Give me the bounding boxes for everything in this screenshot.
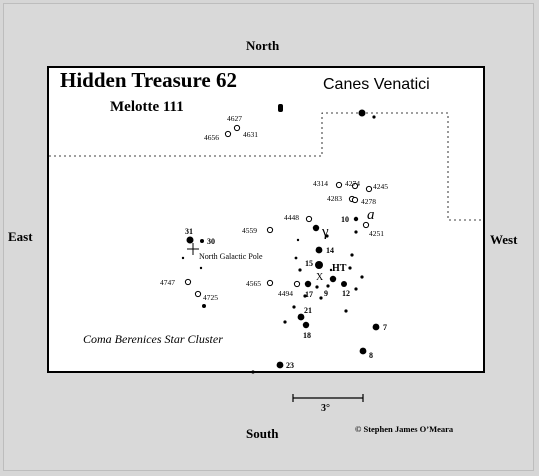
star-label: 18 (303, 331, 311, 340)
star (372, 115, 375, 118)
star-label: a (367, 207, 375, 223)
star-label: γ (321, 224, 329, 240)
star (283, 320, 286, 323)
star (319, 296, 322, 299)
constellation-label: Canes Venatici (323, 76, 430, 94)
star (298, 268, 301, 271)
galaxy-label: 4274 (345, 179, 360, 188)
galaxy-labels: 4627 4631 4656 4314 4274 4245 4283 4278 … (160, 114, 388, 302)
galaxy-4747-symbol (185, 279, 190, 284)
galaxy-4494-symbol (294, 281, 299, 286)
map-subtitle: Melotte 111 (110, 99, 184, 116)
constellation-boundary (49, 113, 484, 220)
scale-label: 3° (321, 403, 330, 414)
star (295, 257, 298, 260)
galaxy-4656-symbol (225, 131, 230, 136)
star (354, 230, 357, 233)
star (200, 267, 202, 269)
galaxy-4251-symbol (363, 222, 368, 227)
galaxy-label: 4656 (204, 133, 219, 142)
star-label: HT (332, 263, 347, 274)
galaxy-4448-symbol (306, 216, 311, 221)
star (305, 281, 311, 287)
galaxy-label: 4278 (361, 197, 376, 206)
star (348, 266, 351, 269)
star-label: 23 (286, 361, 294, 370)
star-18 (303, 322, 309, 328)
galaxy-label: 4494 (278, 289, 293, 298)
star (344, 309, 347, 312)
star-14 (316, 247, 323, 254)
star (297, 239, 299, 241)
star-label: 9 (324, 289, 328, 298)
cluster-label: Coma Berenices Star Cluster (83, 332, 223, 347)
star-17 (315, 285, 318, 288)
star (182, 257, 184, 259)
galaxy-label: 4283 (327, 194, 342, 203)
star-label: X (316, 272, 324, 283)
star (251, 370, 254, 373)
galaxy-4278-symbol (352, 197, 357, 202)
star (202, 304, 206, 308)
star (354, 287, 357, 290)
galaxy-label: 4251 (369, 229, 384, 238)
star (359, 110, 366, 117)
galaxy-label: 4314 (313, 179, 328, 188)
galaxy-label: 4559 (242, 226, 257, 235)
star-9 (326, 284, 329, 287)
star-label: 15 (305, 259, 313, 268)
galaxy-label: 4631 (243, 130, 258, 139)
galaxy-label: 4448 (284, 213, 299, 222)
star-30 (200, 239, 204, 243)
galaxy-4725-symbol (195, 291, 200, 296)
star-23 (277, 362, 284, 369)
star-ht (330, 276, 336, 282)
star-10 (354, 217, 358, 221)
star-label: 10 (341, 215, 349, 224)
star-7 (373, 324, 380, 331)
star (360, 275, 363, 278)
star-label: 7 (383, 323, 387, 332)
galaxy-4559-symbol (267, 227, 272, 232)
star-gamma (313, 225, 319, 231)
copyright-label: © Stephen James O’Meara (355, 424, 453, 434)
galaxy-label: 4747 (160, 278, 175, 287)
galaxy-4245-symbol (366, 186, 371, 191)
scale-bar (293, 394, 363, 402)
star-31 (187, 237, 194, 244)
galaxy-4627-symbol (234, 125, 239, 130)
galaxy-label: 4565 (246, 279, 261, 288)
star-label: 31 (185, 227, 193, 236)
star-label: 30 (207, 237, 215, 246)
galaxy-4314-symbol (336, 182, 341, 187)
galaxy-4565-symbol (267, 280, 272, 285)
galactic-pole-label: North Galactic Pole (199, 252, 263, 261)
galaxy-label: 4245 (373, 182, 388, 191)
map-title: Hidden Treasure 62 (60, 68, 237, 93)
star-label: 21 (304, 306, 312, 315)
galactic-pole-cross (187, 243, 199, 255)
star-12-a (341, 281, 347, 287)
star (350, 253, 353, 256)
star (292, 305, 295, 308)
star-label: 17 (305, 290, 313, 299)
star-label: 8 (369, 351, 373, 360)
star-8 (360, 348, 367, 355)
star-label: 12 (342, 289, 350, 298)
star-label: 14 (326, 246, 334, 255)
bright-star-top (278, 104, 283, 112)
galaxy-label: 4725 (203, 293, 218, 302)
star-15 (315, 261, 323, 269)
galaxy-label: 4627 (227, 114, 242, 123)
